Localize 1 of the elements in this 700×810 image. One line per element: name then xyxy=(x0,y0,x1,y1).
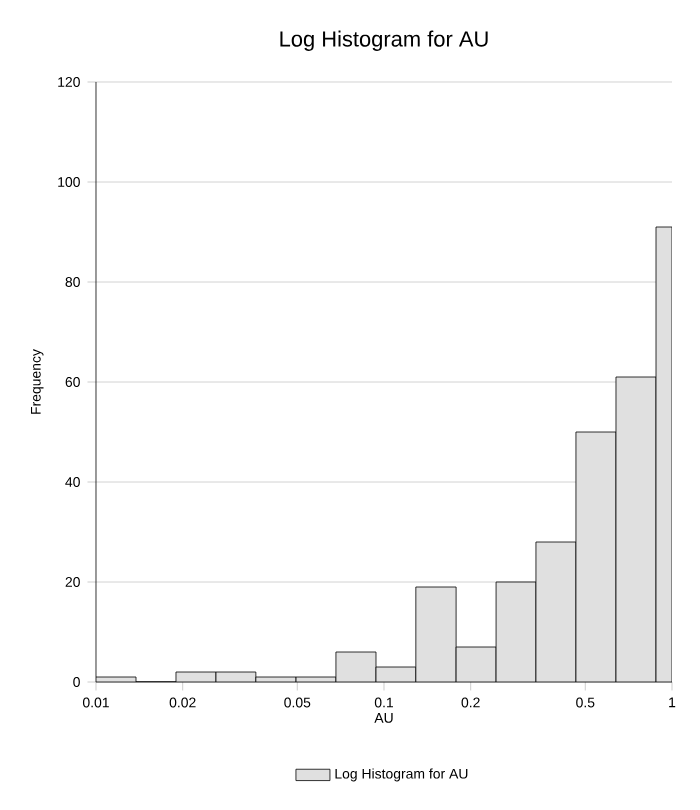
chart-title: Log Histogram for AU xyxy=(280,30,488,51)
